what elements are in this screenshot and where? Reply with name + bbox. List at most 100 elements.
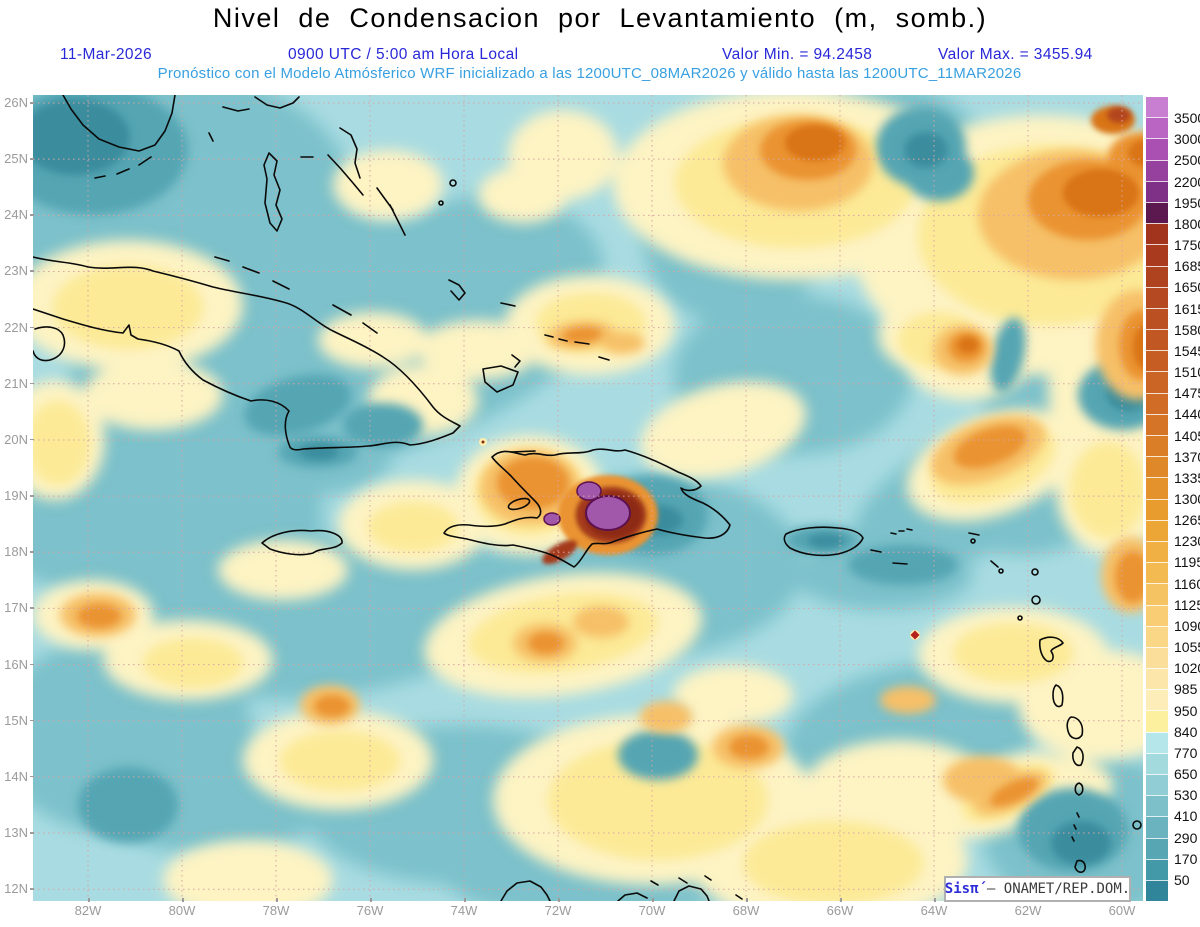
colorbar-tick-label: 1335 <box>1174 469 1200 486</box>
hispaniola-max-feature <box>542 475 658 565</box>
colorbar-tick-label: 1300 <box>1174 491 1200 507</box>
hispaniola-coast <box>443 448 731 568</box>
colorbar-tick-label: 770 <box>1174 744 1198 761</box>
colorbar-tick-label: 1685 <box>1174 258 1200 275</box>
colorbar-tick-label: 1510 <box>1174 364 1200 381</box>
point-markers <box>479 438 920 640</box>
colorbar-tick-label: 170 <box>1174 850 1198 867</box>
contour-field <box>33 95 1143 901</box>
lat-tick <box>30 888 34 890</box>
lat-tick <box>30 663 34 666</box>
colorbar-tick-label: 1475 <box>1174 385 1200 402</box>
cuba-coast <box>33 256 461 451</box>
lon-tick <box>934 898 936 902</box>
lat-label: 19N <box>4 488 28 504</box>
lat-tick <box>30 102 34 104</box>
colorbar-tick-label: 530 <box>1174 787 1198 804</box>
branding-box: Sisπ́ – ONAMET/REP.DOM. <box>944 876 1131 902</box>
colorbar-tick-label: 1090 <box>1174 617 1200 634</box>
lon-label: 68W <box>732 903 760 918</box>
lon-label: 66W <box>826 903 854 918</box>
lon-label: 60W <box>1108 903 1136 918</box>
valid-time: 0900 UTC / 5:00 am Hora Local <box>288 46 519 63</box>
lon-tick <box>558 898 560 902</box>
florida-coast <box>62 95 176 152</box>
value-min-label: Valor Min. = 94.2458 <box>722 46 873 63</box>
lon-tick <box>746 898 748 902</box>
lon-label: 72W <box>544 903 572 918</box>
coastlines <box>33 95 1142 901</box>
lat-label: 16N <box>4 656 28 672</box>
lat-label: 18N <box>4 544 28 560</box>
lat-tick <box>30 326 34 329</box>
lon-tick <box>464 898 466 902</box>
lat-label: 20N <box>4 431 28 447</box>
lat-tick <box>30 438 34 441</box>
lat-label: 22N <box>4 319 28 335</box>
colorbar-tick-label: 1800 <box>1174 215 1200 232</box>
lon-tick <box>182 898 184 902</box>
colorbar-tick-label: 1440 <box>1174 406 1200 423</box>
colorbar-tick-label: 1195 <box>1174 554 1200 571</box>
lon-tick <box>276 898 278 902</box>
colorbar-tick-label: 1125 <box>1174 596 1200 613</box>
lat-label: 21N <box>4 375 28 391</box>
map-canvas <box>33 95 1143 901</box>
lat-label: 12N <box>4 881 28 897</box>
lon-label: 62W <box>1014 903 1042 918</box>
aves-island-marker <box>910 630 920 640</box>
lat-tick <box>30 551 34 553</box>
lon-tick <box>370 898 372 902</box>
lon-label: 64W <box>920 903 948 918</box>
lon-tick <box>88 898 90 902</box>
lon-label: 74W <box>450 903 478 918</box>
branding-app: Sisπ́ <box>944 881 979 897</box>
lat-label: 14N <box>4 768 28 784</box>
lon-label: 70W <box>638 903 666 918</box>
page-title: Nivel de Condensacion por Levantamiento … <box>212 3 988 33</box>
lat-tick <box>30 495 34 497</box>
lon-label: 80W <box>168 903 196 918</box>
lat-label: 26N <box>4 95 28 110</box>
lat-tick <box>30 158 34 160</box>
lat-tick <box>30 270 34 272</box>
lat-label: 25N <box>4 151 28 167</box>
bahamas-islands <box>263 127 610 393</box>
colorbar-tick-label: 985 <box>1174 681 1198 698</box>
lon-tick <box>652 898 654 902</box>
colorbar-tick-label: 650 <box>1174 766 1198 783</box>
colorbar-tick-label: 1545 <box>1174 342 1200 359</box>
lon-label: 78W <box>262 903 290 918</box>
lat-tick <box>30 832 34 834</box>
colorbar-tick-label: 1580 <box>1174 321 1200 338</box>
colorbar-tick-label: 1950 <box>1174 194 1200 211</box>
colorbar-tick-label: 1230 <box>1174 533 1200 550</box>
colorbar-tick-label: 1265 <box>1174 512 1200 529</box>
colorbar-tick-label: 3000 <box>1174 131 1200 148</box>
lat-tick <box>30 214 34 216</box>
colorbar <box>1146 97 1168 902</box>
colorbar-tick-label: 1020 <box>1174 660 1200 677</box>
lat-tick <box>30 775 34 778</box>
gridlines <box>33 95 1143 901</box>
south-america-coast <box>500 875 743 901</box>
colorbar-tick-label: 290 <box>1174 829 1198 846</box>
colorbar-tick-label: 840 <box>1174 723 1198 740</box>
colorbar-tick-label: 1750 <box>1174 237 1200 254</box>
colorbar-tick-label: 1650 <box>1174 279 1200 296</box>
lon-tick <box>840 898 842 902</box>
lon-label: 76W <box>356 903 384 918</box>
branding-org: – ONAMET/REP.DOM. <box>978 881 1131 897</box>
lat-label: 13N <box>4 825 28 841</box>
colorbar-tick-label: 1370 <box>1174 448 1200 465</box>
lat-label: 15N <box>4 712 28 728</box>
colorbar-tick-label: 1160 <box>1174 575 1200 592</box>
value-max-label: Valor Max. = 3455.94 <box>938 46 1093 63</box>
colorbar-tick-label: 1615 <box>1174 300 1200 317</box>
forecast-info-line: Pronóstico con el Modelo Atmósferico WRF… <box>157 65 1022 82</box>
colorbar-tick-label: 950 <box>1174 702 1198 719</box>
colorbar-tick-label: 2500 <box>1174 152 1200 169</box>
lat-tick <box>30 382 34 385</box>
jamaica-coast <box>261 529 343 556</box>
